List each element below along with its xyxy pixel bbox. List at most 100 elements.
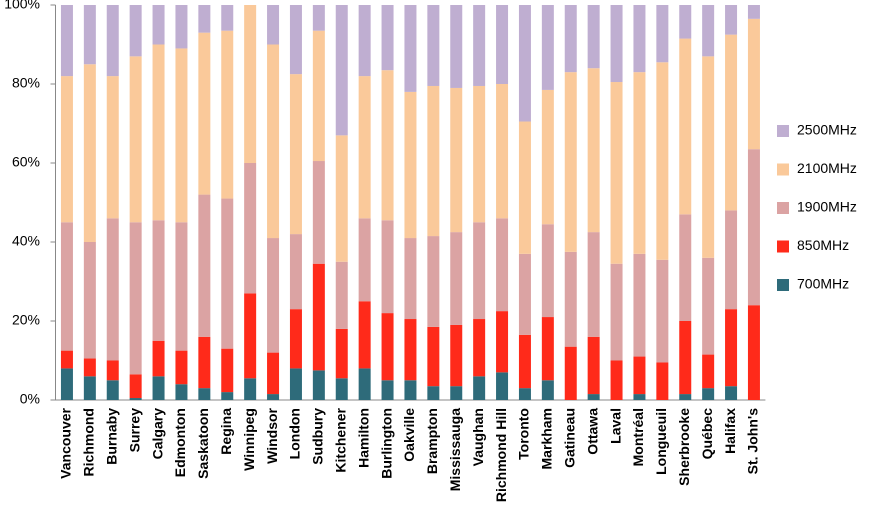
bar-segment	[450, 87, 463, 233]
bar-segment	[473, 85, 486, 223]
bar-segment	[679, 38, 692, 215]
bar-segment	[106, 360, 119, 381]
bar-segment	[702, 257, 715, 355]
bar-segment	[633, 72, 646, 254]
bar-segment	[358, 76, 371, 219]
bar-segment	[358, 301, 371, 369]
bar-segment	[518, 5, 531, 122]
bar-segment	[518, 388, 531, 400]
bar-segment	[267, 352, 280, 395]
bar-segment	[541, 380, 554, 400]
bar-segment	[541, 224, 554, 318]
bar-segment	[60, 350, 73, 369]
x-tick-label: Edmonton	[172, 408, 188, 477]
x-tick-label: Sudbury	[310, 408, 326, 465]
bar-segment	[679, 5, 692, 39]
bar-segment	[267, 394, 280, 400]
bar-segment	[60, 368, 73, 400]
bar-segment	[129, 56, 142, 223]
x-tick-label: Calgary	[149, 408, 165, 460]
bar-segment	[129, 5, 142, 57]
bar-segment	[450, 386, 463, 400]
legend-label: 2500MHz	[797, 122, 857, 138]
x-tick-label: St. John's	[745, 408, 761, 475]
bar-segment	[473, 376, 486, 400]
x-tick-label: Longueuil	[653, 408, 669, 475]
bar-segment	[496, 218, 509, 312]
bar-segment	[381, 5, 394, 71]
legend-swatch	[777, 163, 789, 176]
bar-segment	[702, 5, 715, 57]
bar-segment	[564, 251, 577, 347]
x-tick-label: Markham	[539, 408, 555, 469]
bar-segment	[427, 386, 440, 400]
bar-segment	[633, 253, 646, 357]
bar-segment	[152, 44, 165, 221]
bar-segment	[610, 263, 623, 361]
y-tick-label: 20%	[12, 312, 40, 328]
bar-segment	[106, 76, 119, 219]
bar-segment	[129, 398, 142, 400]
bar-segment	[656, 362, 669, 400]
x-tick-label: Vancouver	[58, 407, 74, 478]
bar-segment	[473, 222, 486, 320]
bar-segment	[496, 5, 509, 84]
bar-segment	[381, 70, 394, 221]
bar-segment	[312, 30, 325, 162]
bar-segment	[450, 232, 463, 325]
bar-segment	[129, 222, 142, 375]
bar-segment	[404, 319, 417, 381]
bar-segment	[587, 394, 600, 400]
y-tick-label: 60%	[12, 154, 40, 170]
bar-segment	[358, 218, 371, 302]
bar-segment	[335, 378, 348, 400]
x-tick-label: Richmond	[81, 408, 97, 476]
bar-segment	[518, 121, 531, 254]
bar-segment	[83, 376, 96, 400]
x-tick-label: Brampton	[424, 408, 440, 474]
bar-segment	[335, 261, 348, 329]
x-tick-label: Windsor	[264, 407, 280, 463]
bar-segment	[496, 84, 509, 219]
x-tick-label: Burnaby	[103, 408, 119, 465]
bar-segment	[702, 388, 715, 400]
bar-segment	[335, 5, 348, 136]
bar-segment	[610, 360, 623, 400]
bar-segment	[679, 214, 692, 321]
bar-segment	[244, 293, 257, 379]
x-tick-label: Oakville	[401, 408, 417, 462]
bar-segment	[587, 336, 600, 395]
bar-segment	[656, 5, 669, 63]
bar-segment	[610, 82, 623, 264]
bar-segment	[725, 34, 738, 211]
y-tick-label: 80%	[12, 75, 40, 91]
bar-segment	[381, 313, 394, 381]
bar-segment	[106, 218, 119, 361]
bar-segment	[335, 135, 348, 262]
bar-segment	[289, 234, 302, 310]
bar-segment	[152, 376, 165, 400]
bar-segment	[656, 62, 669, 260]
x-tick-label: London	[287, 408, 303, 459]
x-tick-label: Québec	[699, 408, 715, 460]
bar-segment	[587, 68, 600, 233]
bar-segment	[450, 324, 463, 387]
x-tick-label: Montréal	[630, 408, 646, 466]
bar-segment	[541, 89, 554, 225]
bar-segment	[106, 5, 119, 77]
bar-segment	[335, 328, 348, 379]
bar-segment	[496, 311, 509, 373]
bar-segment	[633, 5, 646, 73]
bar-segment	[198, 5, 211, 33]
bar-segment	[587, 5, 600, 69]
y-tick-label: 40%	[12, 233, 40, 249]
bar-segment	[427, 236, 440, 327]
bar-segment	[175, 48, 188, 223]
bar-segment	[60, 5, 73, 77]
bar-segment	[725, 309, 738, 387]
bar-segment	[152, 5, 165, 45]
bar-segment	[747, 5, 760, 19]
legend-label: 2100MHz	[797, 160, 857, 176]
x-tick-label: Mississauga	[447, 408, 463, 491]
bar-segment	[129, 374, 142, 399]
